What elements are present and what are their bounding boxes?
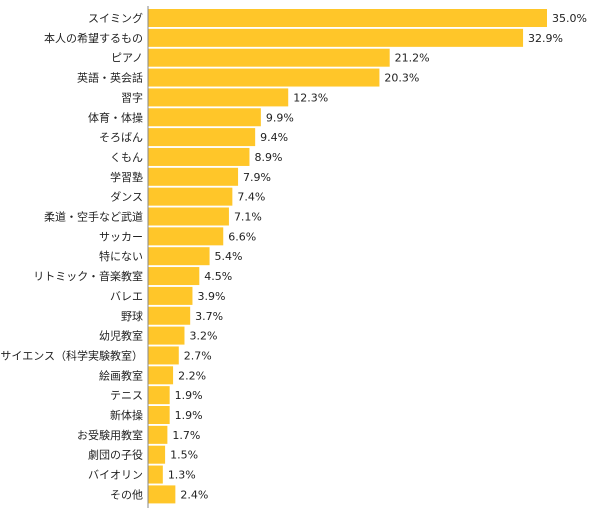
bar: [148, 167, 239, 186]
bar: [148, 346, 179, 365]
bar: [148, 247, 210, 266]
category-label: テニス: [110, 389, 143, 402]
category-label: 幼児教室: [99, 329, 143, 343]
bar: [148, 28, 524, 47]
value-label: 8.9%: [254, 151, 282, 164]
value-label: 9.4%: [260, 131, 288, 144]
value-label: 3.7%: [195, 310, 223, 323]
category-label: バレエ: [110, 290, 143, 303]
value-label: 2.2%: [178, 369, 206, 382]
value-label: 12.3%: [293, 91, 328, 104]
value-label: 2.7%: [184, 349, 212, 362]
value-label: 7.4%: [237, 191, 265, 204]
bar: [148, 386, 170, 405]
bar: [148, 366, 174, 385]
bar: [148, 465, 163, 484]
category-label: 絵画教室: [99, 368, 143, 382]
bar: [148, 128, 256, 147]
category-label: ダンス: [110, 190, 143, 204]
category-label: 体育・体操: [88, 110, 143, 124]
bar: [148, 207, 229, 226]
category-label: 野球: [121, 309, 143, 323]
value-label: 1.3%: [168, 469, 196, 482]
value-label: 21.2%: [395, 52, 430, 65]
value-label: 6.6%: [228, 230, 256, 243]
value-label: 35.0%: [552, 12, 587, 25]
value-label: 7.9%: [243, 171, 271, 184]
value-label: 1.9%: [175, 389, 203, 402]
bar: [148, 485, 176, 504]
bar: [148, 425, 168, 444]
value-label: 2.4%: [180, 488, 208, 501]
bar: [148, 267, 200, 286]
category-label: サイエンス（科学実験教室）: [0, 348, 143, 362]
bar: [148, 48, 390, 67]
category-label: くもん: [110, 151, 143, 164]
value-labels-group: 35.0% 32.9% 21.2% 20.3% 12.3% 9.9% 9.4% 8.9% 7.9…: [168, 12, 587, 501]
value-label: 4.5%: [204, 270, 232, 283]
category-label: バイオリン: [88, 469, 143, 482]
value-label: 3.2%: [189, 330, 217, 343]
category-label: 習字: [121, 90, 143, 104]
bar: [148, 227, 224, 246]
bar: [148, 9, 547, 27]
category-label: お受験用教室: [77, 428, 143, 442]
value-label: 1.7%: [172, 429, 200, 442]
category-label: 柔道・空手など武道: [44, 210, 143, 224]
category-label: 劇団の子役: [88, 448, 143, 462]
bar: [148, 445, 166, 464]
bar: [148, 286, 193, 305]
category-label: ピアノ: [111, 52, 143, 65]
category-labels-group: スイミング本人の希望するものピアノ英語・英会話習字体育・体操そろばんくもん学習塾…: [0, 11, 143, 501]
category-label: 特にない: [99, 249, 143, 263]
category-label: スイミング: [88, 11, 143, 25]
bar: [148, 326, 185, 345]
bar: [148, 187, 233, 206]
bar: [148, 406, 170, 424]
value-label: 1.9%: [175, 409, 203, 422]
category-label: リトミック・音楽教室: [33, 269, 143, 283]
category-label: 学習塾: [110, 170, 143, 184]
value-label: 5.4%: [215, 250, 243, 263]
bar: [148, 88, 289, 107]
value-label: 9.9%: [266, 111, 294, 124]
category-label: 本人の希望するもの: [44, 31, 143, 45]
value-label: 3.9%: [197, 290, 225, 303]
bar: [148, 147, 250, 166]
category-label: 英語・英会話: [77, 71, 143, 85]
value-label: 32.9%: [528, 32, 563, 45]
value-label: 7.1%: [234, 211, 262, 224]
category-label: そろばん: [99, 131, 143, 144]
bar: [148, 306, 191, 325]
category-label: サッカー: [99, 230, 143, 243]
value-label: 20.3%: [384, 72, 419, 85]
bar: [148, 68, 380, 87]
bars-group: [148, 9, 547, 504]
category-label: その他: [110, 488, 143, 501]
bar: [148, 108, 261, 127]
value-label: 1.5%: [170, 449, 198, 462]
category-label: 新体操: [110, 408, 143, 422]
